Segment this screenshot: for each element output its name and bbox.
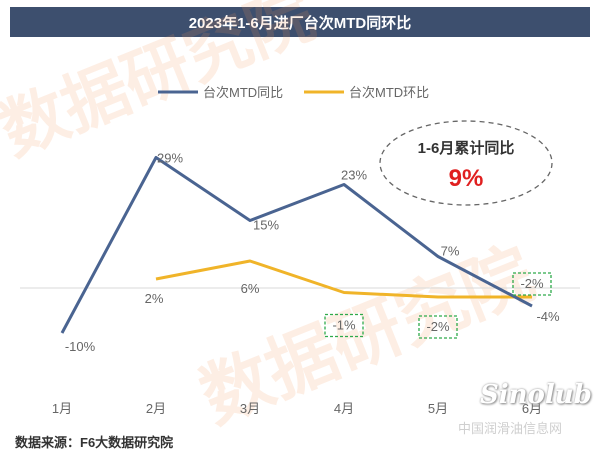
- data-label-yoy: -4%: [536, 309, 560, 324]
- callout-ellipse: [379, 120, 553, 206]
- x-tick-label: 1月: [52, 401, 72, 416]
- sinolub-logo: Sinolub 中国润滑油信息网: [458, 380, 592, 437]
- data-label-mom: 2%: [145, 291, 164, 306]
- data-label-yoy: 23%: [341, 168, 367, 183]
- x-tick-label: 2月: [146, 401, 166, 416]
- callout-value: 9%: [449, 165, 484, 192]
- x-tick-label: 4月: [334, 401, 354, 416]
- data-label-mom: 6%: [241, 281, 260, 296]
- data-label-yoy: 7%: [441, 244, 460, 259]
- data-label-mom: -2%: [426, 319, 450, 334]
- data-label-yoy: 15%: [253, 218, 279, 233]
- x-tick-label: 3月: [240, 401, 260, 416]
- x-tick-label: 6月: [522, 401, 542, 416]
- data-label-mom: -2%: [520, 276, 544, 291]
- logo-sub-text: 中国润滑油信息网: [458, 422, 563, 437]
- series-yoy-line: [60, 156, 533, 334]
- series-mom-line: [155, 259, 532, 299]
- data-label-yoy: -10%: [65, 339, 96, 354]
- legend-label-yoy: 台次MTD同比: [203, 85, 283, 100]
- chart-title: 2023年1-6月进厂台次MTD同环比: [10, 7, 590, 37]
- legend-label-mom: 台次MTD环比: [349, 85, 429, 100]
- logo-main-text: Sinolub: [480, 380, 592, 410]
- data-label-mom: -1%: [332, 318, 356, 333]
- x-tick-label: 5月: [428, 401, 448, 416]
- callout-label: 1-6月累计同比: [418, 139, 515, 157]
- data-label-yoy: 29%: [157, 151, 183, 166]
- source-note: 数据来源：F6大数据研究院: [15, 435, 174, 450]
